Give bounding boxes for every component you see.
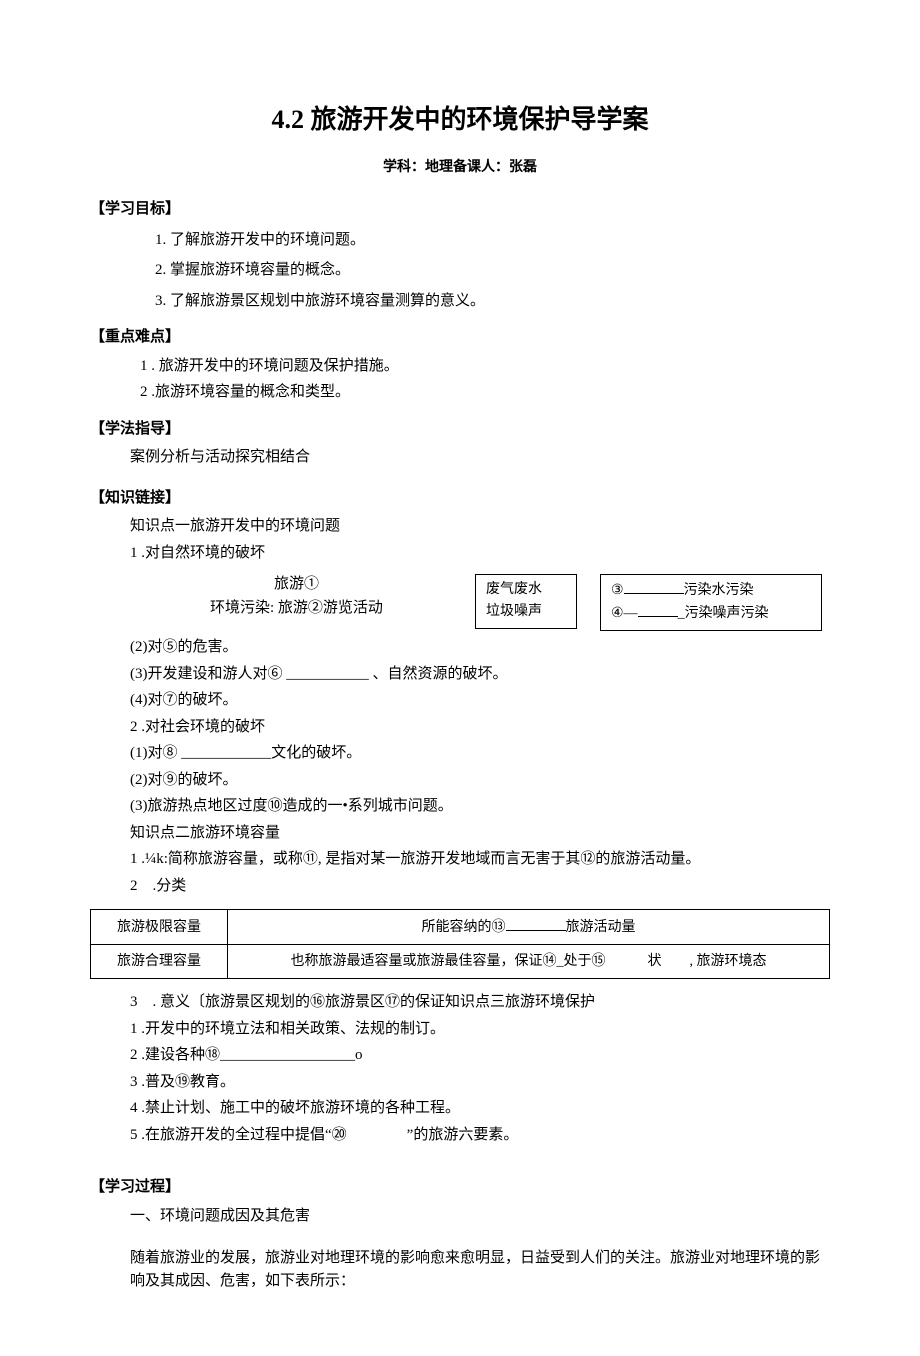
- method-heading: 【学法指导】: [90, 418, 830, 441]
- body-line: (2)对⑤的危害。: [90, 636, 830, 659]
- body-line: 2 .对社会环境的破坏: [90, 716, 830, 739]
- table-cell: 旅游合理容量: [91, 945, 228, 979]
- list-item: 1 . 旅游开发中的环境问题及保护措施。: [90, 355, 830, 378]
- links-heading: 【知识链接】: [90, 487, 830, 510]
- table-cell: 所能容纳的⑬ 旅游活动量: [228, 910, 830, 945]
- table-cell: 旅游极限容量: [91, 910, 228, 945]
- process-heading: 【学习过程】: [90, 1176, 830, 1199]
- body-line: (3)开发建设和游人对⑥ ___________ 、自然资源的破坏。: [90, 663, 830, 686]
- body-line: 3 .普及⑲教育。: [90, 1071, 830, 1094]
- goals-list: 了解旅游开发中的环境问题。 掌握旅游环境容量的概念。 了解旅游景区规划中旅游环境…: [90, 229, 830, 313]
- body-line: 1 .开发中的环境立法和相关政策、法规的制订。: [90, 1018, 830, 1041]
- diagram-text: 污染水污染: [684, 583, 754, 598]
- diagram-text: ③ 污染水污染: [611, 579, 811, 602]
- list-item: 了解旅游景区规划中旅游环境容量测算的意义。: [170, 290, 830, 313]
- body-line: (3)旅游热点地区过度⑩造成的一•系列城市问题。: [90, 795, 830, 818]
- capacity-table: 旅游极限容量 所能容纳的⑬ 旅游活动量 旅游合理容量 也称旅游最适容量或旅游最佳容…: [90, 909, 830, 979]
- cell-text: 旅游活动量: [566, 920, 636, 935]
- list-item: 了解旅游开发中的环境问题。: [170, 229, 830, 252]
- fill-blank: [506, 916, 566, 931]
- diagram-text: ④— _污染噪声污染: [611, 602, 811, 625]
- fill-blank: [624, 579, 684, 594]
- body-line: (2)对⑨的破坏。: [90, 769, 830, 792]
- keypoints-heading: 【重点难点】: [90, 326, 830, 349]
- k3-intro: 3 . 意义〔旅游景区规划的⑯旅游景区⑰的保证知识点三旅游环境保护: [90, 991, 830, 1014]
- body-line: 2 .分类: [90, 875, 830, 898]
- page-title: 4.2 旅游开发中的环境保护导学案: [90, 100, 830, 139]
- k1-line: 1 .对自然环境的破坏: [90, 542, 830, 565]
- method-text: 案例分析与活动探究相结合: [90, 446, 830, 469]
- diagram-box-b: ③ 污染水污染 ④— _污染噪声污染: [600, 574, 822, 631]
- table-cell: 也称旅游最适容量或旅游最佳容量，保证⑭_处于⑮ 状 , 旅游环境态: [228, 945, 830, 979]
- blank-label: ③: [611, 583, 624, 598]
- goals-heading: 【学习目标】: [90, 198, 830, 221]
- diagram-box-a: 废气废水 垃圾噪声: [475, 574, 577, 629]
- body-line: 1 .¼k:简称旅游容量，或称⑪, 是指对某一旅游开发地域而言无害于其⑫的旅游活…: [90, 848, 830, 871]
- table-row: 旅游极限容量 所能容纳的⑬ 旅游活动量: [91, 910, 830, 945]
- k1-heading: 知识点一旅游开发中的环境问题: [90, 515, 830, 538]
- diagram-text: 废气废水: [486, 579, 566, 601]
- diagram-text: 旅游①: [210, 572, 383, 596]
- table-row: 旅游合理容量 也称旅游最适容量或旅游最佳容量，保证⑭_处于⑮ 状 , 旅游环境态: [91, 945, 830, 979]
- fill-blank: [638, 602, 678, 617]
- body-line: 5 .在旅游开发的全过程中提倡“⑳ ”的旅游六要素。: [90, 1124, 830, 1147]
- pollution-diagram: 旅游① 环境污染: 旅游②游览活动 废气废水 垃圾噪声 ③ 污染水污染 ④— _污染…: [130, 572, 830, 632]
- diagram-text: 环境污染: 旅游②游览活动: [210, 596, 383, 620]
- body-line: 4 .禁止计划、施工中的破坏旅游环境的各种工程。: [90, 1097, 830, 1120]
- body-line: 2 .建设各种⑱__________________o: [90, 1044, 830, 1067]
- diagram-text: 垃圾噪声: [486, 601, 566, 623]
- blank-label: ④—: [611, 606, 638, 621]
- k2-heading: 知识点二旅游环境容量: [90, 822, 830, 845]
- diagram-text: _污染噪声污染: [678, 606, 769, 621]
- cell-text: 所能容纳的⑬: [422, 920, 506, 935]
- process-paragraph: 随着旅游业的发展，旅游业对地理环境的影响愈来愈明显，日益受到人们的关注。旅游业对…: [90, 1247, 830, 1292]
- list-item: 2 .旅游环境容量的概念和类型。: [90, 381, 830, 404]
- body-line: (1)对⑧ ____________文化的破坏。: [90, 742, 830, 765]
- subtitle: 学科：地理备课人：张磊: [90, 157, 830, 178]
- body-line: (4)对⑦的破坏。: [90, 689, 830, 712]
- list-item: 掌握旅游环境容量的概念。: [170, 259, 830, 282]
- process-sub: 一、环境问题成因及其危害: [90, 1205, 830, 1228]
- diagram-left: 旅游① 环境污染: 旅游②游览活动: [210, 572, 383, 620]
